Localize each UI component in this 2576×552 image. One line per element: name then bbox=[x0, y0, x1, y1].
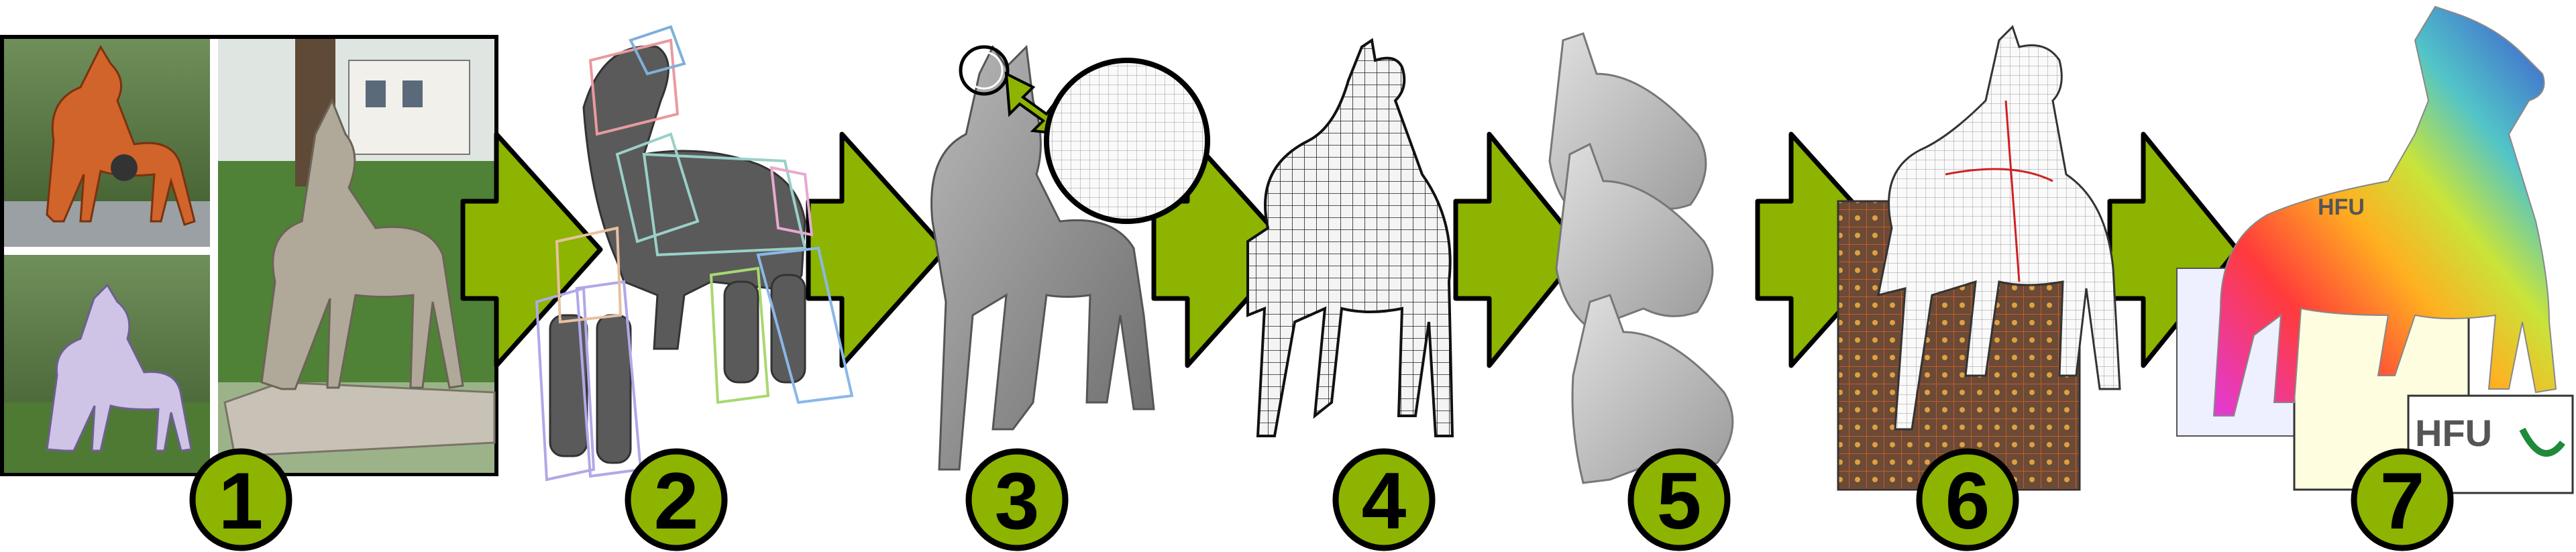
svg-text:6: 6 bbox=[1945, 456, 1990, 546]
step-1-photos bbox=[0, 35, 498, 476]
step-badge-3: 3 bbox=[965, 448, 1069, 551]
step-7-textured-model: HFU HFU bbox=[2176, 5, 2574, 494]
svg-text:7: 7 bbox=[2380, 456, 2425, 546]
svg-text:5: 5 bbox=[1657, 456, 1702, 546]
step-2-cage-model bbox=[535, 25, 854, 482]
step-badge-7: 7 bbox=[2351, 448, 2454, 551]
hfu-body-text: HFU bbox=[2318, 195, 2365, 220]
step-badge-6: 6 bbox=[1916, 448, 2019, 551]
flow-arrows bbox=[460, 131, 2240, 368]
zoom-source-circle-inner bbox=[965, 51, 1004, 90]
step-badge-2: 2 bbox=[625, 448, 728, 551]
svg-text:3: 3 bbox=[995, 456, 1040, 546]
svg-text:4: 4 bbox=[1362, 456, 1407, 546]
step-4-quad-mesh bbox=[1246, 38, 1454, 437]
step-badge-5: 5 bbox=[1627, 448, 1731, 551]
step-6-uv-unwrap bbox=[1837, 25, 2121, 491]
hfu-logo-icon bbox=[2519, 427, 2565, 457]
photo-orange-horse bbox=[4, 39, 210, 247]
step-badge-4: 4 bbox=[1332, 448, 1436, 551]
photo-stone-horse bbox=[218, 39, 496, 473]
photo-lavender-horse bbox=[4, 255, 210, 473]
svg-text:1: 1 bbox=[219, 456, 264, 546]
arrow-icon bbox=[1453, 131, 1586, 368]
hfu-logo-text: HFU bbox=[2415, 412, 2492, 454]
zoom-detail-circle bbox=[1044, 58, 1210, 224]
arrow-icon bbox=[460, 131, 603, 368]
step-5-head-variants bbox=[1548, 32, 1734, 484]
step-badge-1: 1 bbox=[189, 448, 292, 551]
step-3-smooth-mesh bbox=[930, 44, 1210, 471]
zoom-source-circle bbox=[959, 45, 1010, 96]
svg-text:2: 2 bbox=[654, 456, 699, 546]
arrow-icon bbox=[806, 131, 949, 368]
step-badges: 1 2 3 4 5 6 7 bbox=[189, 448, 2454, 551]
